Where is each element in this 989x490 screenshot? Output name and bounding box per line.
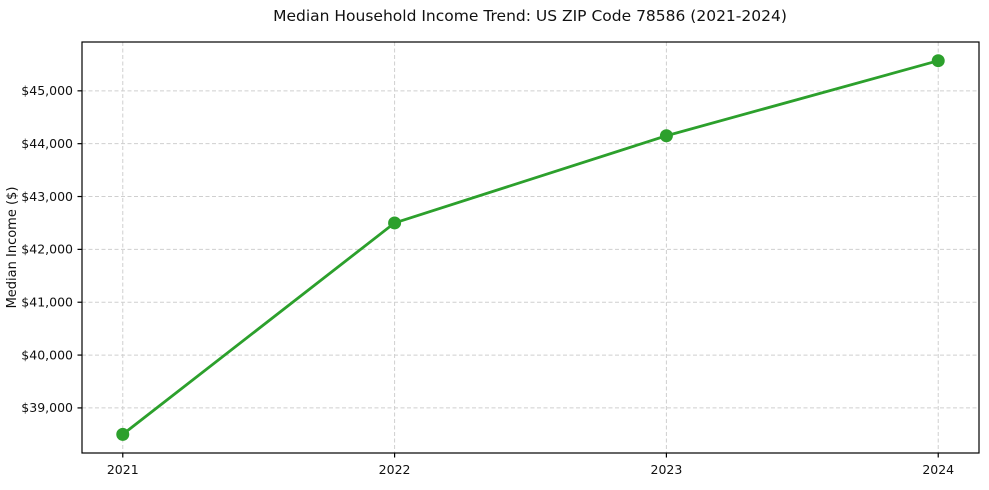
grid-layer: [82, 42, 979, 453]
chart-title: Median Household Income Trend: US ZIP Co…: [273, 7, 787, 25]
plot-border: [81, 41, 980, 454]
y-tick-label: $40,000: [21, 347, 73, 362]
y-tick-label: $44,000: [21, 136, 73, 151]
y-tick-label: $42,000: [21, 242, 73, 257]
x-tick-label: 2021: [107, 462, 139, 477]
data-point-2024: [931, 54, 945, 68]
x-tick-label: 2022: [379, 462, 411, 477]
series-layer: [116, 54, 945, 441]
y-tick-label: $45,000: [21, 83, 73, 98]
trend-line: [121, 59, 940, 436]
y-tick-label: $41,000: [21, 294, 73, 309]
y-tick-label: $43,000: [21, 189, 73, 204]
y-axis-label: Median Income ($): [5, 187, 20, 309]
tick-label-layer: $39,000 $40,000 $41,000 $42,000 $43,000 $44,0…: [21, 83, 954, 477]
x-tick-label: 2023: [651, 462, 683, 477]
y-tick-label: $39,000: [21, 400, 73, 415]
x-tick-label: 2024: [922, 462, 954, 477]
data-point-2021: [116, 427, 130, 441]
data-point-2022: [388, 216, 402, 230]
data-point-2023: [659, 129, 673, 143]
tick-layer: [77, 90, 939, 458]
